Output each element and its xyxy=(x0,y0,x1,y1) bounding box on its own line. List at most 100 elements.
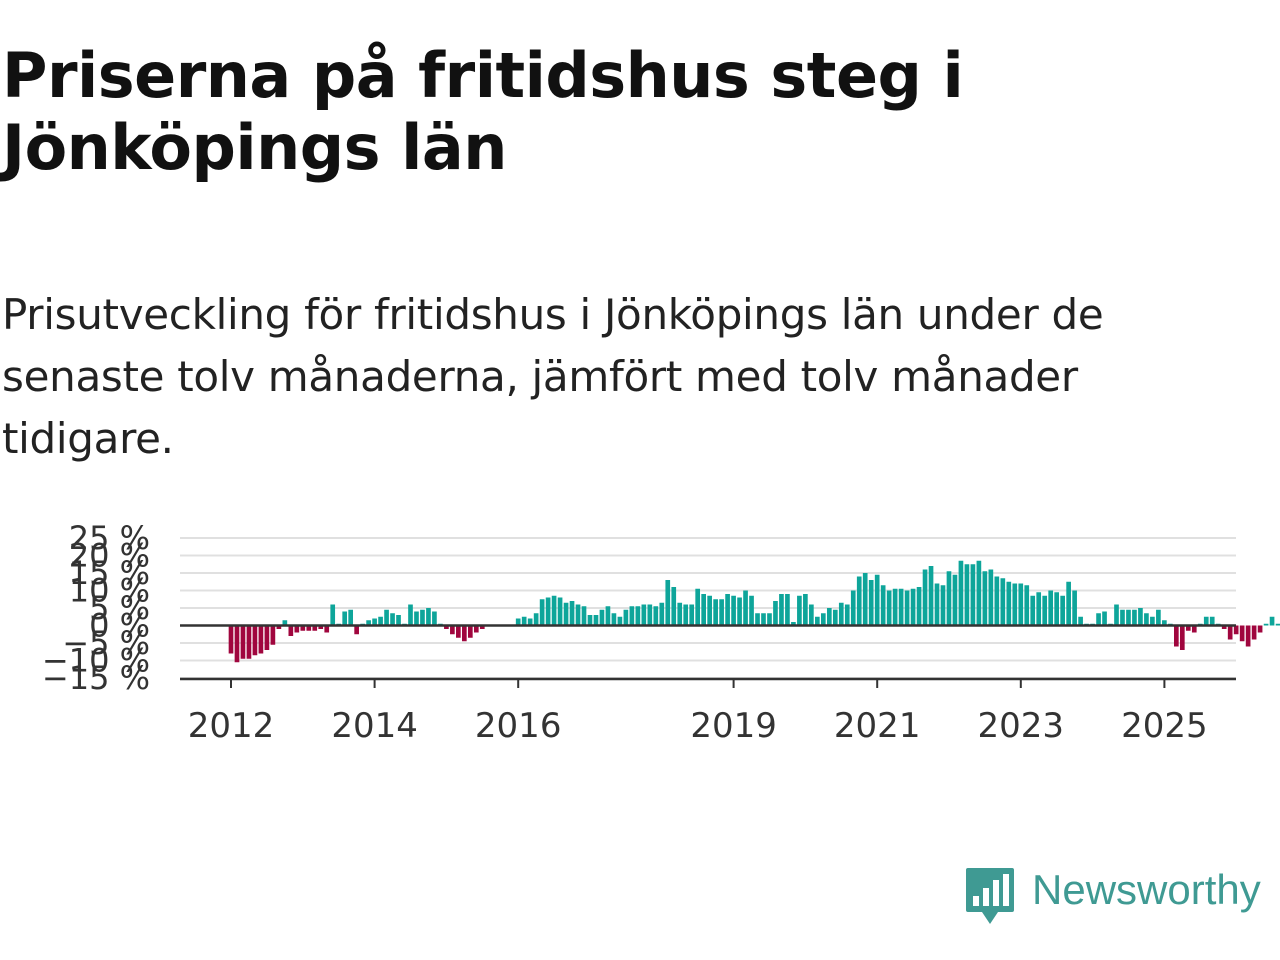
bar xyxy=(868,580,874,626)
bar xyxy=(1138,608,1143,626)
bar xyxy=(372,618,377,626)
bar xyxy=(581,606,587,626)
bar xyxy=(928,566,934,626)
y-tick-label: 0 % xyxy=(89,607,150,645)
bar xyxy=(671,587,677,626)
bar xyxy=(934,583,940,626)
bar xyxy=(910,588,916,626)
bar xyxy=(815,616,820,626)
bar xyxy=(898,588,904,626)
bar xyxy=(695,588,701,626)
bar xyxy=(1233,625,1239,635)
bar xyxy=(1162,620,1167,626)
bar xyxy=(617,616,623,626)
bar xyxy=(384,609,389,626)
bar xyxy=(886,590,892,626)
bar xyxy=(605,606,611,626)
bar xyxy=(408,604,413,626)
bar xyxy=(611,613,617,626)
bar xyxy=(252,625,258,656)
bar xyxy=(1072,590,1077,626)
bar xyxy=(1257,625,1263,633)
bar xyxy=(270,625,276,645)
bar xyxy=(665,580,671,626)
bar xyxy=(820,613,826,626)
bar xyxy=(994,576,1000,626)
bar xyxy=(629,606,635,626)
bar xyxy=(342,611,348,626)
bar xyxy=(1012,583,1018,626)
bar xyxy=(246,625,252,659)
bar xyxy=(276,625,282,629)
bar xyxy=(1245,625,1251,647)
bar xyxy=(1179,625,1185,650)
bar xyxy=(366,620,371,626)
bar xyxy=(378,616,383,626)
bar xyxy=(641,604,647,626)
x-tick-label: 2021 xyxy=(834,706,921,746)
y-tick-label: −15 % xyxy=(42,659,150,697)
bar xyxy=(300,625,306,631)
bar xyxy=(982,571,988,626)
bar xyxy=(767,613,772,626)
bar xyxy=(479,625,485,629)
logo-wordmark: Newsworthy xyxy=(1032,866,1261,913)
y-tick-label: 10 % xyxy=(69,572,150,610)
y-tick-label: 15 % xyxy=(69,554,150,592)
bar xyxy=(1126,609,1131,626)
bar xyxy=(467,625,473,638)
chart-title: Priserna på fritidshus steg i Jönköpings… xyxy=(2,39,964,184)
bar xyxy=(1174,625,1179,647)
bar xyxy=(228,625,234,654)
bar xyxy=(731,595,736,626)
bar xyxy=(653,606,659,626)
bar xyxy=(444,625,449,629)
bar xyxy=(701,594,706,626)
newsworthy-logo: Newsworthy xyxy=(964,866,1276,928)
bar xyxy=(539,599,545,626)
bar xyxy=(677,602,683,626)
bar xyxy=(832,609,838,626)
bar xyxy=(785,594,790,626)
bar xyxy=(809,604,814,626)
bar xyxy=(970,564,976,626)
bar xyxy=(874,574,880,626)
bar xyxy=(587,615,593,626)
bar xyxy=(946,571,952,626)
bar xyxy=(707,595,712,626)
bar xyxy=(1251,625,1257,640)
bar xyxy=(779,594,784,626)
bar xyxy=(988,569,994,626)
x-tick-label: 2016 xyxy=(475,706,562,746)
bar-chart-logo-icon xyxy=(966,868,1014,924)
bar xyxy=(1066,581,1071,626)
bar xyxy=(773,601,778,626)
bar xyxy=(916,587,922,626)
bar xyxy=(1156,609,1161,626)
bar xyxy=(1239,625,1245,642)
bar xyxy=(450,625,455,635)
bar xyxy=(1144,613,1149,626)
bar xyxy=(1150,616,1155,626)
bar xyxy=(599,609,605,626)
bar xyxy=(575,604,581,626)
x-tick-label: 2025 xyxy=(1121,706,1208,746)
bar xyxy=(527,618,533,626)
bar xyxy=(258,625,264,654)
bar xyxy=(1054,592,1059,626)
bar xyxy=(952,574,958,626)
bar xyxy=(515,618,521,626)
x-tick-label: 2019 xyxy=(690,706,777,746)
y-tick-label: 20 % xyxy=(69,537,150,575)
bar xyxy=(826,608,832,626)
bar xyxy=(432,611,437,626)
bar xyxy=(1120,609,1125,626)
y-tick-label: −10 % xyxy=(42,642,150,680)
bar xyxy=(324,625,330,633)
bar xyxy=(1269,616,1275,626)
bar xyxy=(1191,625,1197,633)
bar xyxy=(545,597,551,626)
bar xyxy=(862,573,868,626)
x-tick-label: 2023 xyxy=(978,706,1065,746)
bar xyxy=(294,625,300,633)
